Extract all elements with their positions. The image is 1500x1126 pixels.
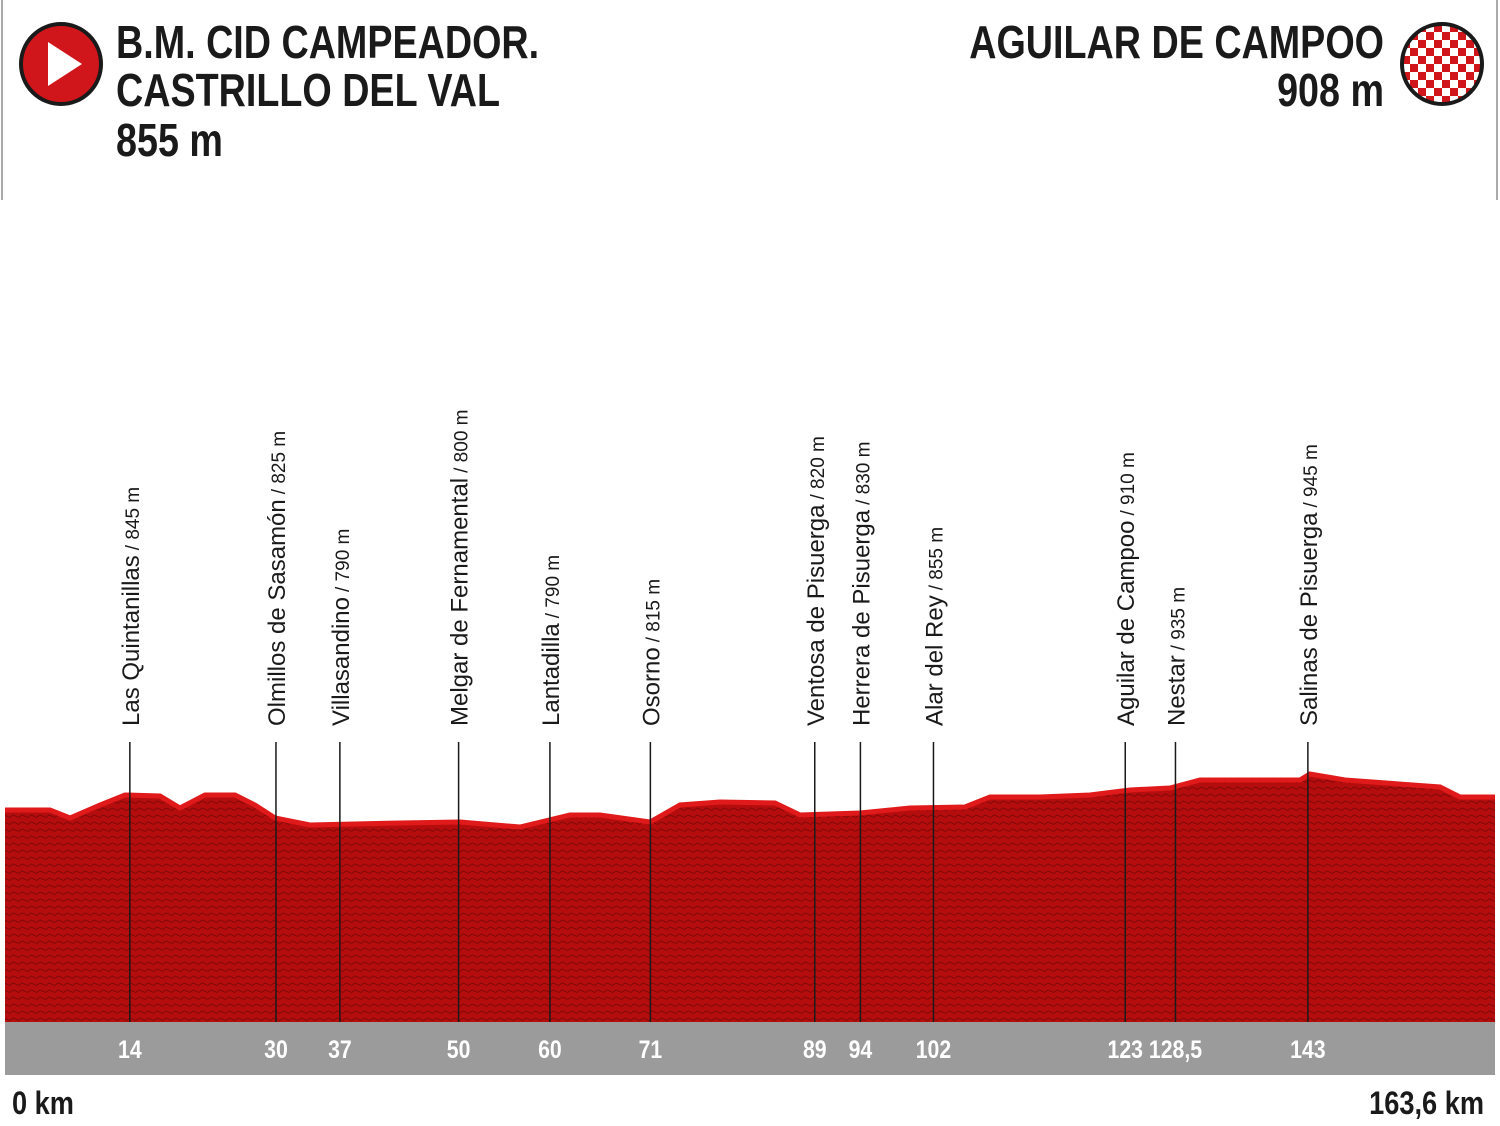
waypoint-name: Herrera de Pisuerga (848, 509, 875, 726)
waypoint-label: Las Quintanillas / 845 m (118, 487, 145, 726)
km-label: 89 (803, 1035, 827, 1063)
x-end-label: 163,6 km (1369, 1086, 1484, 1122)
waypoint-name: Villasandino (328, 597, 355, 726)
km-label: 102 (916, 1035, 951, 1063)
waypoint-label: Villasandino / 790 m (328, 529, 355, 726)
km-label: 50 (447, 1035, 471, 1063)
waypoint-altitude: / 935 m (1168, 587, 1189, 650)
waypoint-label: Olmillos de Sasamón / 825 m (264, 431, 291, 726)
waypoint-name: Ventosa de Pisuerga (803, 504, 830, 726)
waypoint-name: Nestar (1163, 655, 1190, 726)
km-label: 30 (264, 1035, 288, 1063)
km-label: 94 (849, 1035, 873, 1063)
waypoint-altitude: / 815 m (643, 579, 664, 642)
profile-ridge (5, 771, 1495, 830)
waypoint-altitude: / 820 m (808, 436, 829, 499)
waypoint-altitude: / 790 m (543, 555, 564, 618)
start-line: B.M. CID CAMPEADOR. (116, 16, 539, 67)
start-line: 855 m (116, 114, 223, 165)
waypoint-altitude: / 790 m (333, 529, 354, 592)
waypoint-altitude: / 825 m (269, 431, 290, 494)
finish-line: 908 m (1277, 64, 1384, 115)
waypoint-label: Herrera de Pisuerga / 830 m (848, 442, 875, 726)
km-label: 71 (639, 1035, 663, 1063)
km-label: 128,5 (1149, 1035, 1202, 1063)
waypoint-altitude: / 910 m (1118, 452, 1139, 515)
waypoint-name: Alar del Rey (921, 595, 948, 726)
waypoint-name: Aguilar de Campoo (1113, 521, 1140, 726)
km-label: 37 (328, 1035, 352, 1063)
waypoint-name: Melgar de Fernamental (447, 478, 474, 726)
waypoint-altitude: / 830 m (853, 442, 874, 505)
waypoint-label: Melgar de Fernamental / 800 m (447, 410, 474, 727)
waypoint-name: Olmillos de Sasamón (264, 499, 291, 726)
km-label: 143 (1290, 1035, 1326, 1063)
waypoint-label: Nestar / 935 m (1163, 587, 1190, 726)
km-label: 123 (1108, 1035, 1144, 1063)
waypoint-name: Salinas de Pisuerga (1296, 512, 1323, 726)
waypoint-label: Osorno / 815 m (638, 579, 665, 726)
waypoint-name: Lantadilla (538, 623, 565, 726)
waypoint-altitude: / 845 m (123, 487, 144, 550)
start-arrow (48, 42, 82, 86)
finish-icon (1400, 22, 1484, 106)
elevation-profile (5, 774, 1495, 1022)
waypoint-label: Ventosa de Pisuerga / 820 m (803, 436, 830, 726)
finish-line: AGUILAR DE CAMPOO (969, 16, 1384, 67)
x-end-label: 0 km (12, 1086, 74, 1122)
waypoint-label: Salinas de Pisuerga / 945 m (1296, 444, 1323, 726)
waypoint-label: Alar del Rey / 855 m (921, 527, 948, 726)
km-band (5, 1022, 1495, 1075)
km-label: 14 (118, 1035, 142, 1063)
waypoint-name: Las Quintanillas (118, 555, 145, 726)
waypoint-altitude: / 800 m (452, 410, 473, 473)
waypoint-label: Lantadilla / 790 m (538, 555, 565, 726)
waypoint-altitude: / 855 m (926, 527, 947, 590)
start-line: CASTRILLO DEL VAL (116, 64, 500, 115)
waypoint-altitude: / 945 m (1301, 444, 1322, 507)
waypoint-label: Aguilar de Campoo / 910 m (1113, 452, 1140, 726)
km-label: 60 (538, 1035, 562, 1063)
waypoint-name: Osorno (638, 647, 665, 726)
